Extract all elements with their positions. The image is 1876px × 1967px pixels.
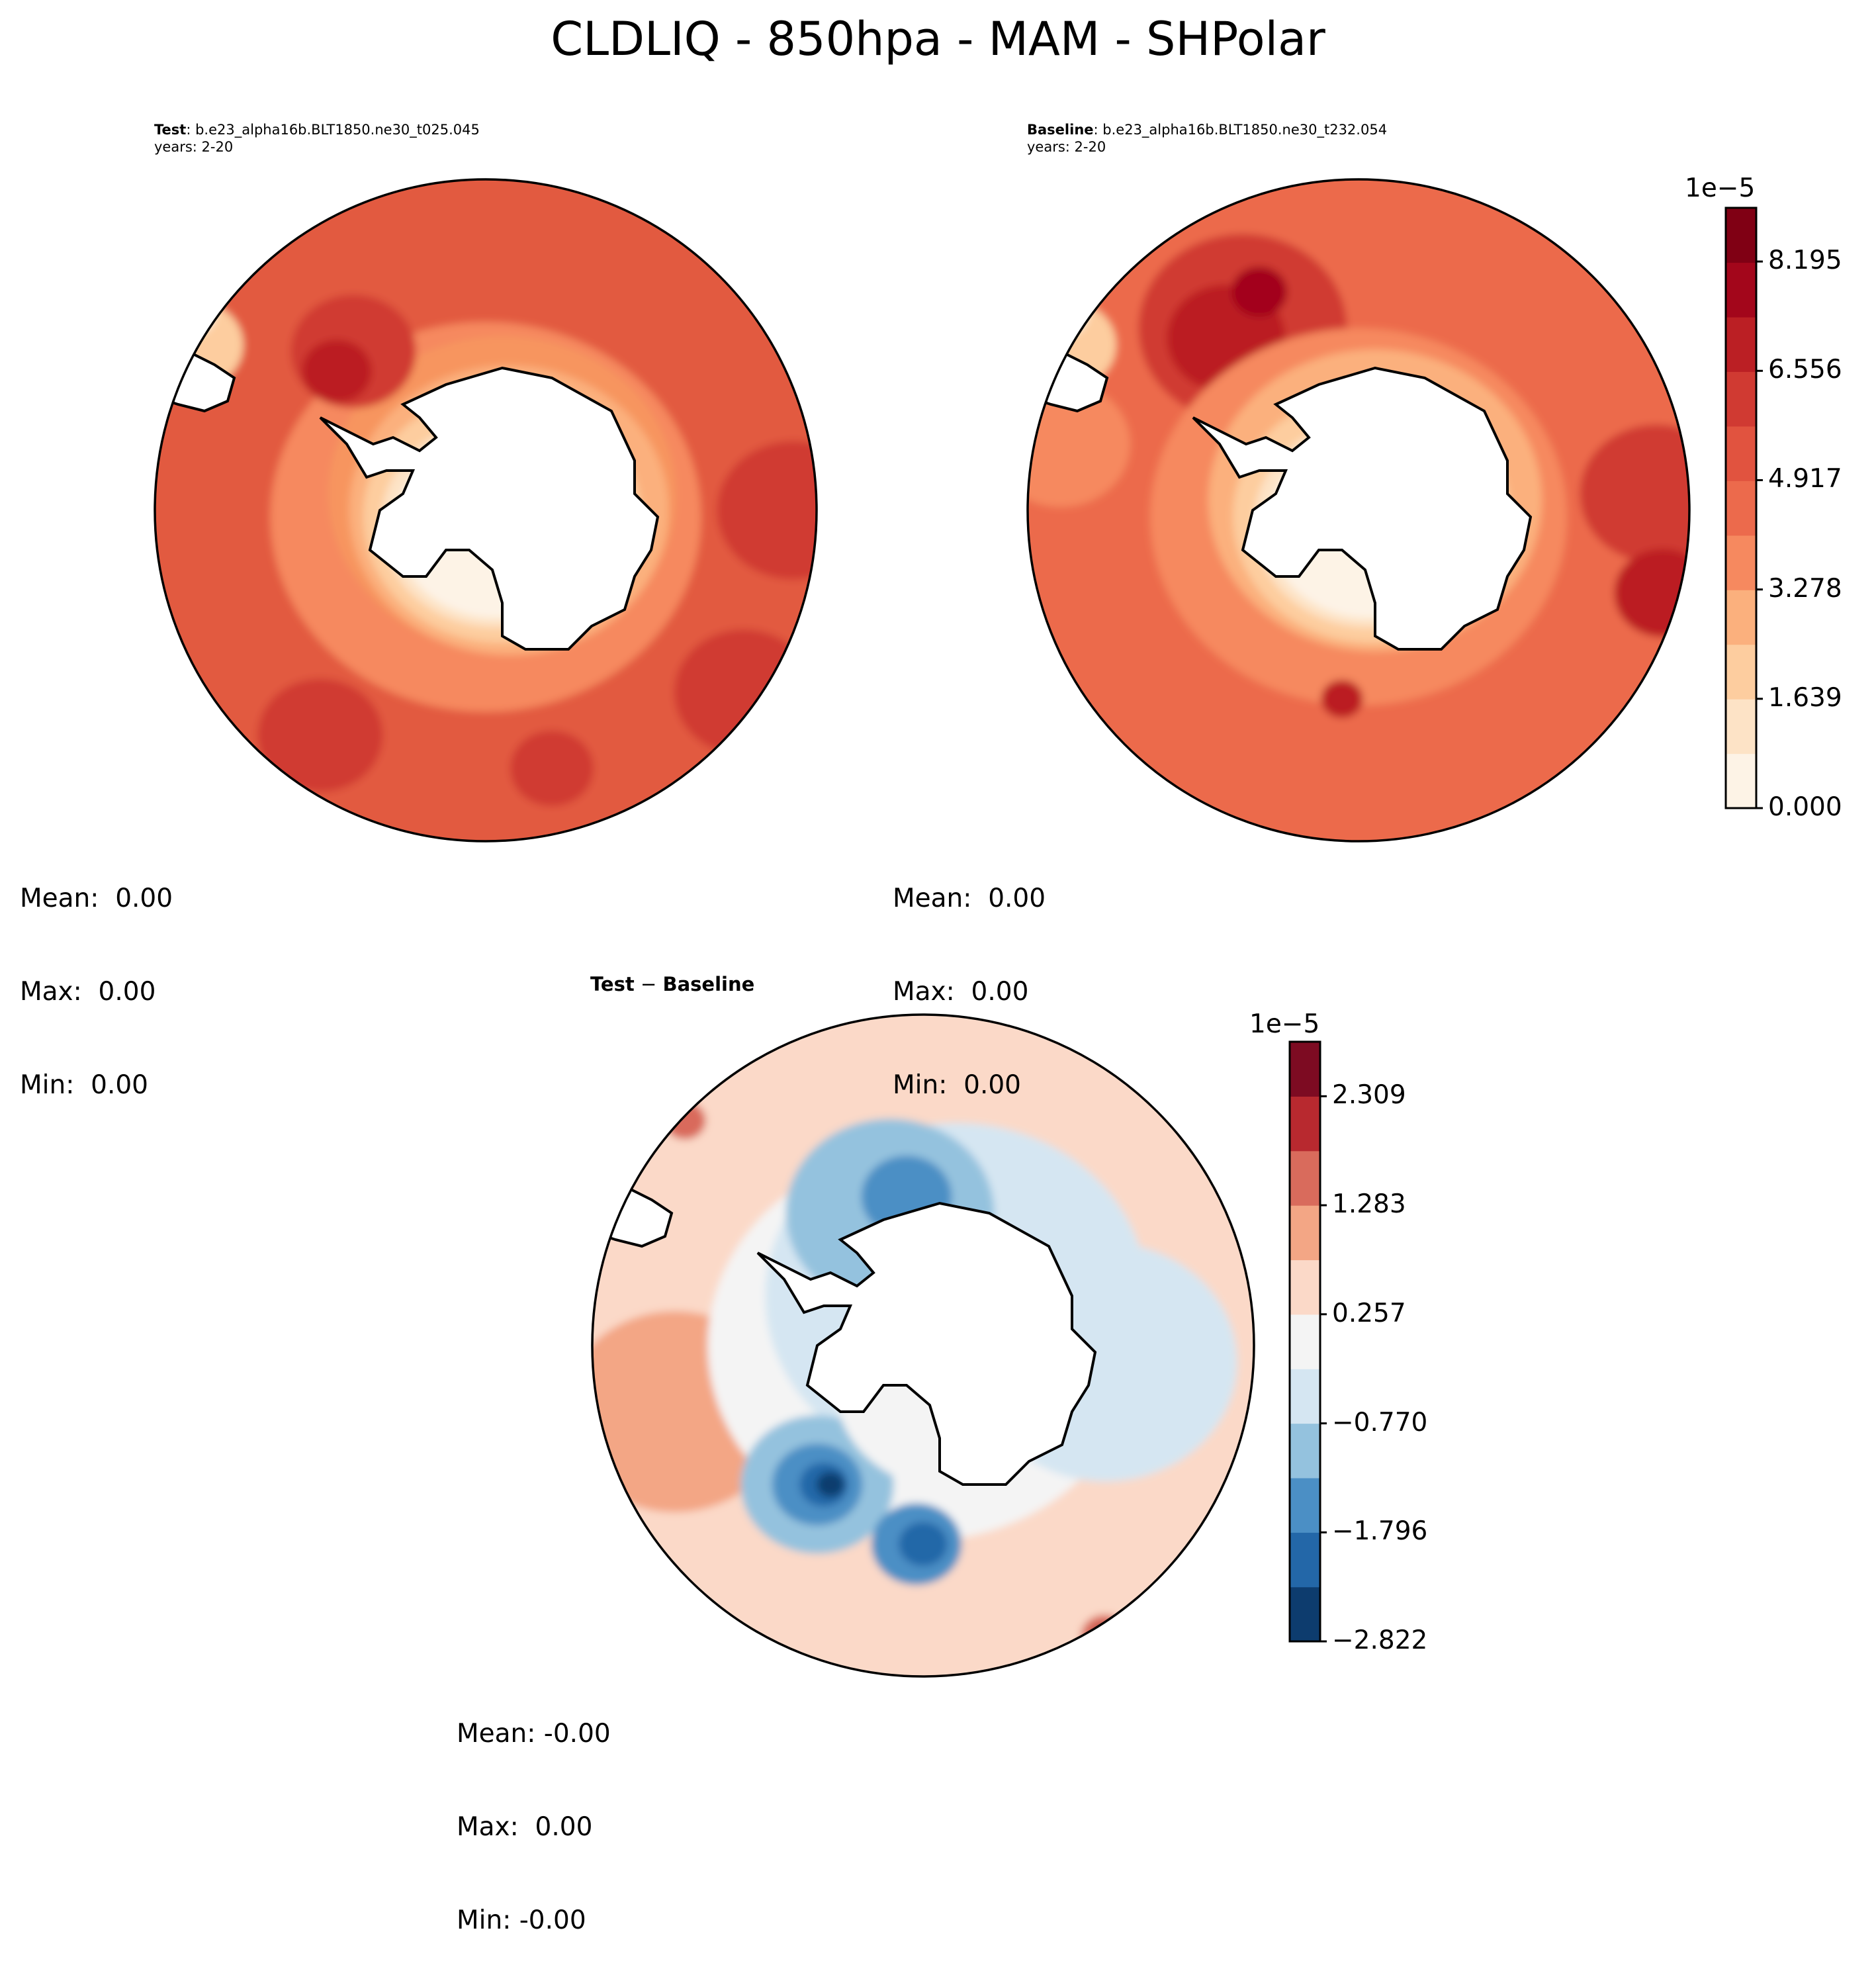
diff-antarctica [756, 1201, 1097, 1486]
test-min: Min: 0.00 [20, 1070, 148, 1100]
diff-max: Max: 0.00 [457, 1812, 593, 1842]
test-label: Test [154, 122, 187, 138]
test-antarctica [319, 366, 660, 651]
diff-min: Min: -0.00 [457, 1905, 586, 1935]
diff-stats: Mean: -0.00 Max: 0.00 Min: -0.00 [457, 1656, 611, 1967]
test-years: years: 2-20 [154, 139, 234, 155]
main-colorbar-level-8 [1726, 316, 1756, 372]
baseline-antarctica [1192, 366, 1533, 651]
field-region-10 [1321, 680, 1363, 718]
diff-colorbar-level-3 [1290, 1423, 1320, 1479]
test-stats: Mean: 0.00 Max: 0.00 Min: 0.00 [20, 821, 173, 1132]
diff-colorbar-frame [1288, 1040, 1321, 1643]
diff-colorbar-tick-label: 0.257 [1332, 1298, 1406, 1328]
test-mean: Mean: 0.00 [20, 884, 173, 913]
diff-label-baseline: Baseline [662, 973, 755, 995]
baseline-stats: Mean: 0.00 Max: 0.00 Min: 0.00 [893, 821, 1046, 1132]
diff-colorbar-tick-label: −2.822 [1332, 1625, 1428, 1655]
field-region-11 [1028, 381, 1130, 507]
diff-colorbar-scale: 1e−5 [1249, 1009, 1320, 1039]
main-colorbar-tick-label: 6.556 [1768, 355, 1842, 385]
field-region-10 [257, 678, 383, 792]
main-colorbar-tick-label: 8.195 [1768, 246, 1842, 276]
diff-colorbar-level-8 [1290, 1150, 1320, 1206]
test-max: Max: 0.00 [20, 977, 156, 1007]
baseline-panel-header: Baseline: b.e23_alpha16b.BLT1850.ne30_t2… [1027, 121, 1387, 138]
baseline-map [1028, 179, 1689, 841]
diff-colorbar-level-0 [1290, 1586, 1320, 1642]
main-colorbar-frame [1724, 206, 1758, 809]
figure-canvas [154, 178, 1763, 1678]
field-region-11 [817, 1472, 844, 1497]
diff-colorbar [1288, 1040, 1327, 1643]
main-colorbar-tick-label: 4.917 [1768, 464, 1842, 494]
main-colorbar-level-6 [1726, 426, 1756, 481]
baseline-max: Max: 0.00 [893, 977, 1029, 1007]
diff-colorbar-level-9 [1290, 1096, 1320, 1152]
diff-colorbar-level-6 [1290, 1259, 1320, 1315]
main-colorbar-level-1 [1726, 699, 1756, 755]
diff-map-boundary [591, 1013, 1255, 1678]
baseline-separator: : [1093, 122, 1103, 138]
diff-colorbar-level-2 [1290, 1477, 1320, 1533]
baseline-case-name: b.e23_alpha16b.BLT1850.ne30_t232.054 [1102, 122, 1388, 138]
field-region-2 [1231, 267, 1287, 317]
main-colorbar-level-4 [1726, 535, 1756, 590]
diff-panel-header: Test − Baseline [590, 973, 754, 995]
diff-colorbar-level-10 [1290, 1042, 1320, 1097]
diff-mean: Mean: -0.00 [457, 1719, 611, 1749]
test-case-name: b.e23_alpha16b.BLT1850.ne30_t025.045 [195, 122, 480, 138]
diff-minus: − [640, 973, 657, 995]
baseline-map-boundary [1026, 178, 1691, 843]
field-region-9 [1614, 549, 1689, 637]
field-region-7 [302, 340, 372, 403]
main-colorbar [1724, 206, 1763, 809]
field-region-8 [717, 441, 817, 580]
baseline-min: Min: 0.00 [893, 1070, 1021, 1100]
baseline-label: Baseline [1027, 122, 1094, 138]
main-colorbar-tick-label: 0.000 [1768, 792, 1842, 822]
diff-label-test: Test [590, 973, 635, 995]
main-colorbar-level-5 [1726, 480, 1756, 536]
diff-colorbar-level-1 [1290, 1532, 1320, 1588]
diff-colorbar-tick-label: −1.796 [1332, 1516, 1428, 1547]
test-panel-header: Test: b.e23_alpha16b.BLT1850.ne30_t025.0… [154, 121, 480, 138]
diff-colorbar-tick-label: −0.770 [1332, 1407, 1428, 1438]
test-separator: : [186, 122, 196, 138]
field-region-9 [674, 629, 813, 755]
baseline-mean: Mean: 0.00 [893, 884, 1046, 913]
main-colorbar-tick-label: 1.639 [1768, 682, 1842, 713]
diff-colorbar-tick-label: 2.309 [1332, 1080, 1406, 1111]
diff-colorbar-level-7 [1290, 1205, 1320, 1261]
field-region-13 [1093, 1625, 1118, 1648]
figure-title: CLDLIQ - 850hpa - MAM - SHPolar [551, 12, 1325, 66]
field-region-8 [1580, 424, 1689, 563]
field-region-11 [510, 731, 594, 806]
main-colorbar-tick-label: 3.278 [1768, 573, 1842, 604]
test-map [155, 179, 817, 841]
diff-colorbar-tick-label: 1.283 [1332, 1189, 1406, 1220]
test-map-boundary [154, 178, 818, 843]
diff-colorbar-level-5 [1290, 1314, 1320, 1369]
field-region-10 [899, 1522, 948, 1567]
main-colorbar-scale: 1e−5 [1685, 173, 1756, 203]
main-colorbar-level-3 [1726, 590, 1756, 645]
main-colorbar-level-0 [1726, 753, 1756, 809]
main-colorbar-level-9 [1726, 262, 1756, 318]
diff-colorbar-level-4 [1290, 1369, 1320, 1424]
diff-map [592, 1015, 1254, 1676]
main-colorbar-level-10 [1726, 208, 1756, 263]
main-colorbar-level-2 [1726, 644, 1756, 700]
baseline-years: years: 2-20 [1027, 139, 1106, 155]
main-colorbar-level-7 [1726, 371, 1756, 427]
